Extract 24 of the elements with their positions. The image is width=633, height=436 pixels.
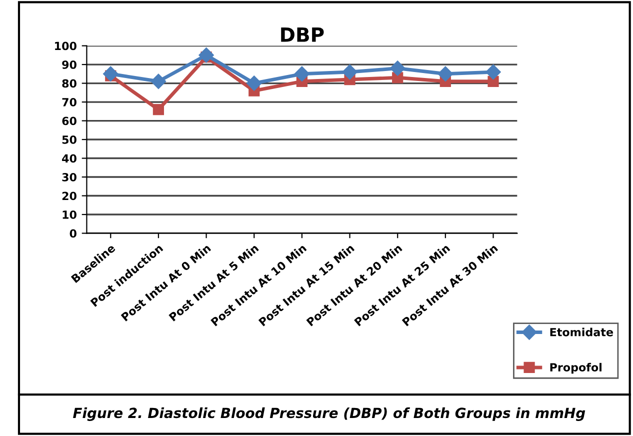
point (390, 60, 406, 76)
point (246, 76, 262, 91)
point (152, 104, 164, 116)
y-tick-label: 90 (62, 60, 76, 69)
y-tick-label: 50 (62, 135, 76, 144)
y-tick-label: 0 (70, 229, 76, 238)
y-tick-label: 70 (62, 98, 76, 106)
y-tick-label: 30 (62, 172, 76, 182)
point (438, 66, 453, 82)
point (342, 64, 358, 80)
y-tick-label: 20 (62, 192, 76, 200)
y-tick-label: 10 (62, 210, 76, 219)
caption: Figure 2. Diastolic Blood Pressure (DBP) of Both Groups in mmHg (73, 407, 586, 421)
y-tick-label: 60 (62, 116, 76, 126)
point (150, 74, 166, 89)
point (103, 66, 118, 82)
legend-label: Etomidate (550, 328, 613, 336)
y-tick-label: 80 (62, 79, 76, 88)
chart-title: DBP (281, 28, 324, 42)
point (486, 64, 501, 80)
y-tick-label: 100 (55, 42, 76, 50)
point (294, 66, 310, 82)
y-tick-label: 40 (62, 154, 76, 163)
legend-label: Propofol (550, 362, 602, 374)
